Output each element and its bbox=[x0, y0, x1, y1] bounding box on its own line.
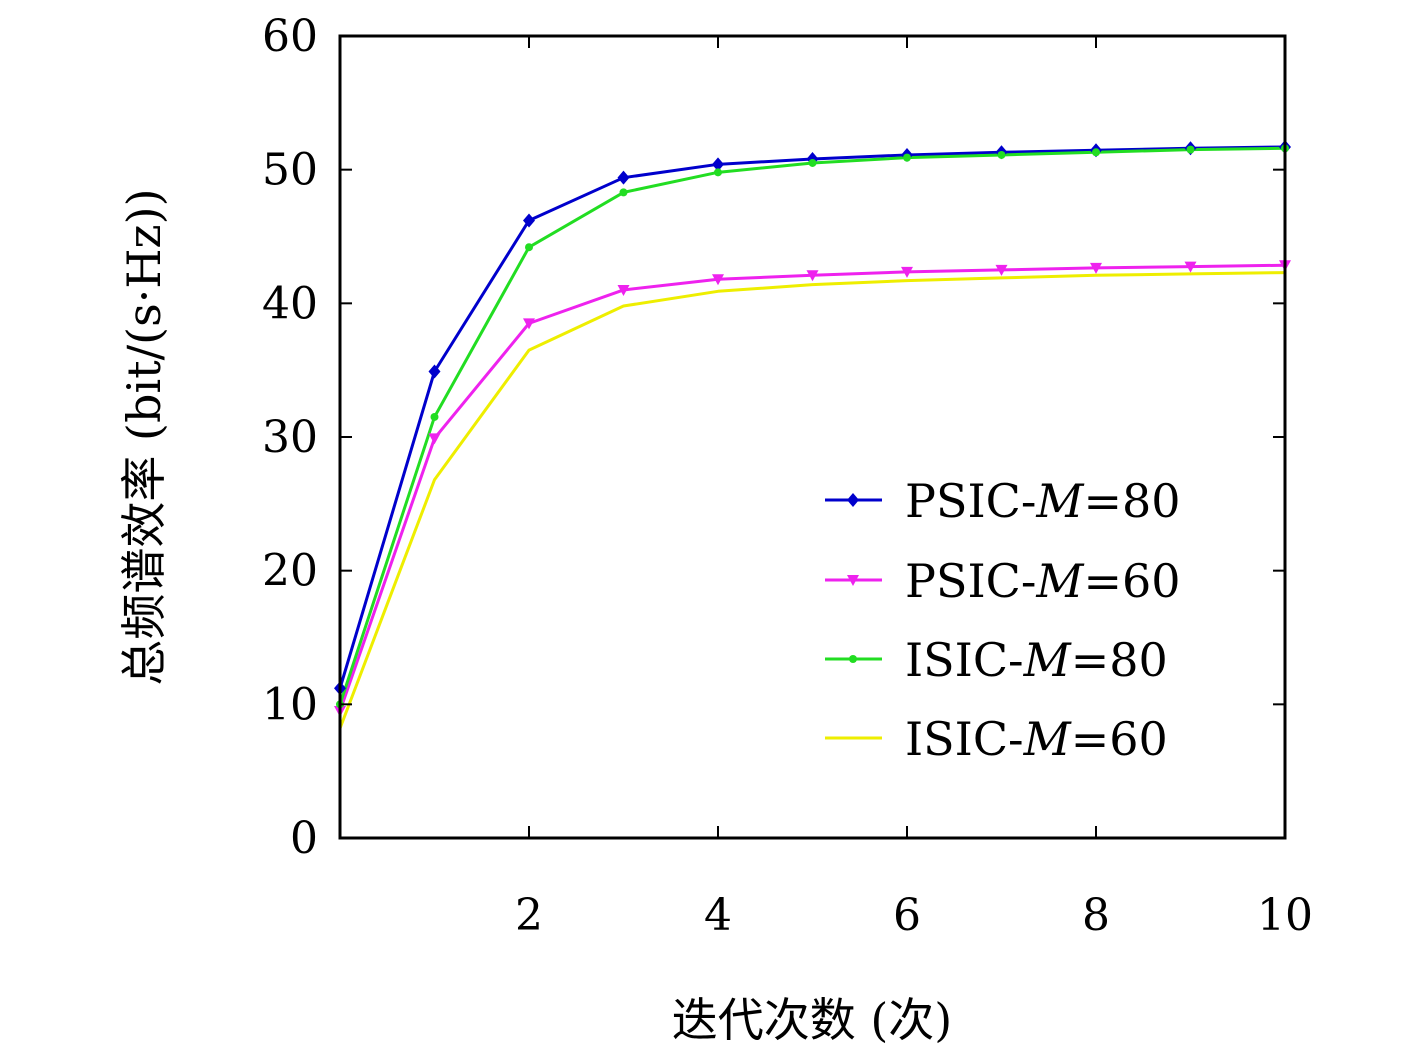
data-point bbox=[997, 150, 1006, 159]
data-point bbox=[806, 270, 819, 282]
legend-label-suffix: =80 bbox=[1083, 474, 1180, 528]
legend-label-prefix: ISIC- bbox=[905, 633, 1024, 687]
x-tick-label: 10 bbox=[1257, 890, 1313, 941]
x-tick-label: 2 bbox=[515, 890, 543, 941]
legend-label-variable: M bbox=[1023, 633, 1073, 687]
series-line bbox=[338, 146, 1286, 705]
legend-item: ISIC-M=80 bbox=[825, 633, 1168, 687]
legend-label: ISIC-M=80 bbox=[905, 633, 1168, 687]
x-tick-label: 6 bbox=[893, 890, 921, 941]
y-tick-label: 40 bbox=[262, 278, 318, 329]
data-point bbox=[619, 188, 628, 197]
y-axis-title: 总频谱效率 (bit/(s·Hz)) bbox=[117, 188, 171, 685]
legend-label: ISIC-M=60 bbox=[905, 712, 1168, 766]
data-point bbox=[428, 433, 441, 445]
legend-label-prefix: PSIC- bbox=[905, 554, 1036, 608]
x-tick-label: 4 bbox=[704, 890, 732, 941]
series-line bbox=[338, 271, 1286, 729]
data-point bbox=[1186, 145, 1195, 154]
series-markers bbox=[334, 139, 1291, 718]
legend-label-suffix: =60 bbox=[1071, 712, 1168, 766]
data-point bbox=[523, 318, 535, 330]
data-point bbox=[808, 158, 817, 167]
y-tick-label: 50 bbox=[262, 145, 318, 196]
data-point bbox=[617, 170, 630, 185]
x-tick-label: 8 bbox=[1082, 890, 1110, 941]
x-axis-title: 迭代次数 (次) bbox=[672, 993, 953, 1047]
legend-label: PSIC-M=80 bbox=[905, 474, 1181, 528]
legend-label-variable: M bbox=[1035, 474, 1085, 528]
legend-label-prefix: PSIC- bbox=[905, 474, 1036, 528]
data-point bbox=[430, 412, 439, 421]
data-point bbox=[525, 243, 533, 252]
data-point bbox=[617, 284, 630, 296]
y-axis-ticks: 0 10 20 30 40 50 60 bbox=[262, 11, 1285, 864]
legend-item: PSIC-M=80 bbox=[825, 474, 1181, 528]
y-tick-label: 10 bbox=[262, 679, 318, 730]
data-point bbox=[428, 364, 441, 379]
y-tick-label: 60 bbox=[262, 11, 318, 62]
data-point bbox=[523, 213, 535, 228]
data-point bbox=[903, 153, 911, 162]
legend-label: PSIC-M=60 bbox=[905, 554, 1181, 608]
y-tick-label: 0 bbox=[290, 813, 318, 864]
legend-label-suffix: =80 bbox=[1071, 633, 1168, 687]
data-point bbox=[1090, 262, 1102, 274]
data-point bbox=[712, 157, 724, 172]
legend-item: PSIC-M=60 bbox=[825, 554, 1181, 608]
data-point bbox=[901, 266, 913, 278]
data-point bbox=[849, 655, 857, 663]
data-point bbox=[847, 575, 859, 586]
data-point bbox=[1184, 261, 1197, 273]
data-point bbox=[1092, 148, 1100, 157]
legend-label-variable: M bbox=[1023, 712, 1073, 766]
data-point bbox=[847, 493, 859, 507]
data-point bbox=[995, 264, 1008, 276]
data-point bbox=[712, 274, 724, 286]
legend-label-prefix: ISIC- bbox=[905, 712, 1024, 766]
legend-label-suffix: =60 bbox=[1083, 554, 1180, 608]
legend-item: ISIC-M=60 bbox=[825, 712, 1168, 766]
y-tick-label: 30 bbox=[262, 412, 318, 463]
legend-label-variable: M bbox=[1035, 554, 1085, 608]
x-axis-ticks: 2 4 6 8 10 bbox=[515, 36, 1313, 941]
y-tick-label: 20 bbox=[262, 546, 318, 597]
data-point bbox=[714, 168, 722, 177]
